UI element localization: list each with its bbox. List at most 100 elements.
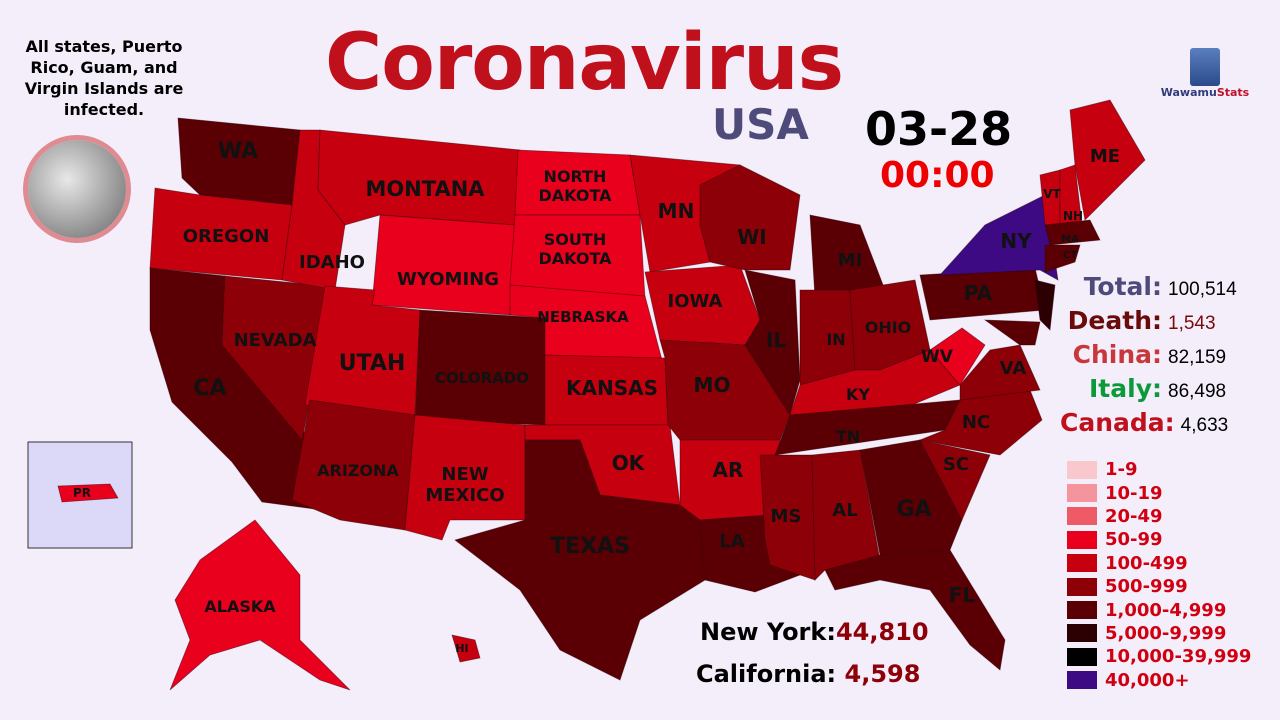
stat-label: China: bbox=[1072, 340, 1162, 369]
state-label: ARIZONA bbox=[317, 461, 399, 480]
stats-panel: Total: 100,514 Death: 1,543 China: 82,159 Ital… bbox=[1060, 272, 1250, 442]
legend-item: 40,000+ bbox=[1067, 669, 1251, 692]
state-ct[interactable] bbox=[1044, 244, 1081, 273]
highlight-label: California: bbox=[696, 660, 837, 688]
date-label: 03-28 bbox=[865, 102, 1013, 156]
stat-label: Italy: bbox=[1089, 374, 1162, 403]
legend-item: 500-999 bbox=[1067, 575, 1251, 598]
legend-swatch bbox=[1067, 647, 1097, 666]
highlight-california: California: 4,598 bbox=[696, 660, 920, 688]
state-pr[interactable] bbox=[57, 483, 119, 503]
state-ak[interactable] bbox=[169, 519, 351, 691]
legend-swatch bbox=[1067, 554, 1097, 573]
legend-label: 100-499 bbox=[1105, 552, 1188, 574]
state-label: NEW MEXICO bbox=[425, 464, 504, 506]
state-label: TN bbox=[836, 427, 860, 446]
stat-label: Total: bbox=[1083, 272, 1162, 301]
state-wv[interactable] bbox=[929, 327, 986, 386]
legend-item: 5,000-9,999 bbox=[1067, 622, 1251, 645]
legend-item: 1-9 bbox=[1067, 458, 1251, 481]
state-ny[interactable] bbox=[939, 194, 1059, 281]
state-label: PA bbox=[964, 281, 993, 305]
stat-row: China: 82,159 bbox=[1060, 340, 1250, 374]
state-label: WA bbox=[218, 139, 258, 164]
state-label: ALASKA bbox=[204, 597, 276, 616]
highlight-value: 44,810 bbox=[835, 618, 929, 646]
stat-row: Italy: 86,498 bbox=[1060, 374, 1250, 408]
legend-label: 500-999 bbox=[1105, 576, 1188, 598]
state-label: UTAH bbox=[339, 351, 406, 376]
highlight-value: 4,598 bbox=[844, 660, 921, 688]
state-sc[interactable] bbox=[919, 439, 991, 521]
state-co[interactable] bbox=[414, 309, 546, 426]
time-label: 00:00 bbox=[880, 155, 995, 196]
state-label: NEVADA bbox=[234, 330, 317, 351]
state-tx[interactable] bbox=[454, 439, 706, 681]
legend-label: 20-49 bbox=[1105, 505, 1163, 527]
logo: WawamuStats bbox=[1150, 48, 1260, 99]
state-md[interactable] bbox=[983, 319, 1041, 346]
state-label: IOWA bbox=[668, 291, 723, 312]
state-nj[interactable] bbox=[1034, 279, 1056, 331]
state-hi[interactable] bbox=[451, 634, 481, 663]
state-label: TEXAS bbox=[550, 534, 630, 559]
state-label: NH bbox=[1063, 209, 1083, 223]
state-label: MS bbox=[771, 506, 802, 527]
legend-swatch bbox=[1067, 507, 1097, 526]
state-label: WV bbox=[921, 347, 954, 367]
legend-label: 10,000-39,999 bbox=[1105, 646, 1252, 668]
state-label: IN bbox=[826, 330, 845, 349]
state-label: SOUTH DAKOTA bbox=[539, 230, 613, 268]
state-ms[interactable] bbox=[759, 454, 816, 581]
chart-logo-icon bbox=[1190, 48, 1220, 86]
state-me[interactable] bbox=[1069, 99, 1146, 221]
state-va[interactable] bbox=[959, 344, 1041, 401]
state-label: WYOMING bbox=[397, 269, 499, 290]
legend-swatch bbox=[1067, 530, 1097, 549]
virus-icon bbox=[28, 140, 126, 238]
state-label: HI bbox=[455, 642, 468, 655]
state-label: LA bbox=[719, 531, 744, 552]
country-subtitle: USA bbox=[712, 100, 809, 149]
state-label: VT bbox=[1043, 187, 1061, 201]
state-ma[interactable] bbox=[1044, 219, 1101, 246]
state-label: MA bbox=[1061, 234, 1079, 245]
legend-item: 50-99 bbox=[1067, 528, 1251, 551]
state-label: AR bbox=[713, 458, 744, 482]
stat-label: Death: bbox=[1067, 306, 1162, 335]
state-label: OREGON bbox=[183, 226, 270, 247]
state-fl[interactable] bbox=[824, 549, 1006, 671]
state-wi[interactable] bbox=[699, 164, 801, 271]
stat-value: 4,633 bbox=[1180, 415, 1229, 436]
legend: 1-9 10-19 20-49 50-99 100-499 500-999 1,000-4,… bbox=[1067, 458, 1251, 692]
state-label: OHIO bbox=[865, 318, 912, 337]
stat-value: 82,159 bbox=[1168, 347, 1227, 368]
legend-item: 10,000-39,999 bbox=[1067, 645, 1251, 668]
state-ga[interactable] bbox=[859, 439, 963, 556]
legend-label: 5,000-9,999 bbox=[1105, 622, 1227, 644]
state-label: NEBRASKA bbox=[537, 308, 629, 326]
highlight-new-york: New York:44,810 bbox=[700, 618, 929, 646]
state-wy[interactable] bbox=[371, 214, 516, 316]
state-label: MONTANA bbox=[365, 177, 485, 201]
state-label: CA bbox=[193, 376, 226, 401]
stat-row: Death: 1,543 bbox=[1060, 306, 1250, 340]
state-label: AL bbox=[832, 500, 857, 521]
state-label: NORTH DAKOTA bbox=[539, 167, 613, 205]
legend-swatch bbox=[1067, 601, 1097, 620]
state-label: OK bbox=[612, 451, 646, 475]
legend-swatch bbox=[1067, 577, 1097, 596]
legend-label: 1,000-4,999 bbox=[1105, 599, 1227, 621]
legend-item: 1,000-4,999 bbox=[1067, 598, 1251, 621]
legend-item: 100-499 bbox=[1067, 552, 1251, 575]
state-label: NY bbox=[1000, 229, 1032, 253]
legend-label: 40,000+ bbox=[1105, 669, 1190, 691]
state-label: COLORADO bbox=[435, 369, 529, 387]
state-label: GA bbox=[896, 497, 931, 522]
state-label: WI bbox=[737, 225, 767, 249]
logo-text-2: Stats bbox=[1216, 86, 1250, 99]
state-label: ME bbox=[1090, 146, 1120, 167]
stat-label: Canada: bbox=[1060, 408, 1175, 437]
highlight-label: New York: bbox=[700, 618, 836, 646]
state-label: KANSAS bbox=[566, 376, 658, 400]
